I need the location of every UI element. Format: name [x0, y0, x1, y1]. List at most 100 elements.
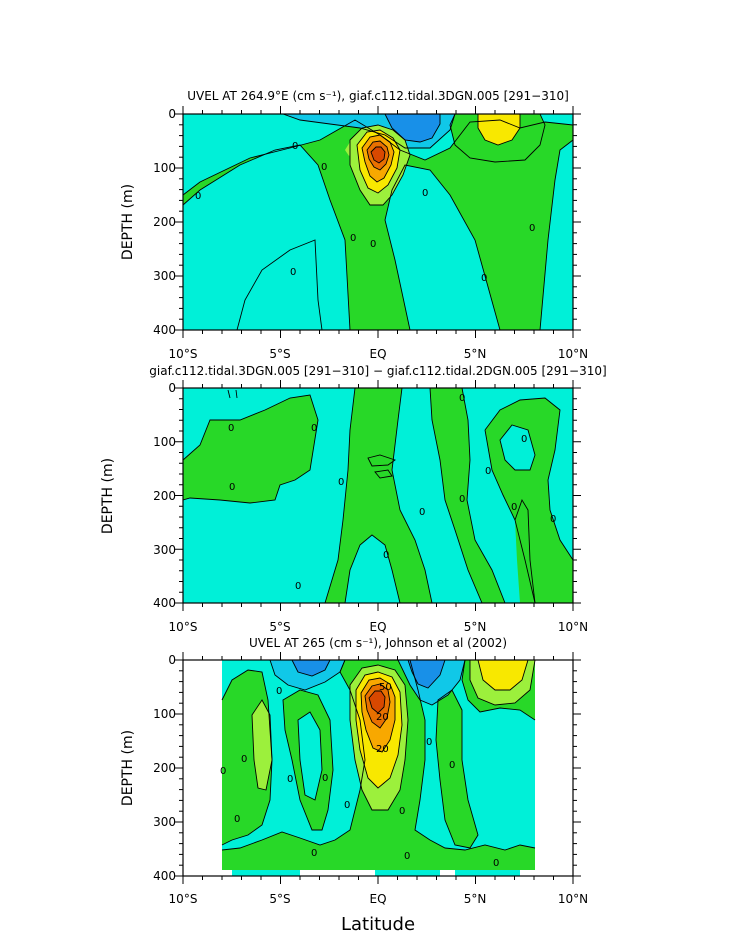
panel-1-fill-lightgreen-nw	[345, 140, 356, 156]
panel-2-contour-field: 0 0 0 0 0 0 0 0 0 0 0 0 0	[183, 388, 573, 603]
panel-2-contour-line	[499, 424, 536, 471]
panel-1-contour-line	[361, 134, 395, 183]
panel-1-title: UVEL AT 264.9°E (cm s⁻¹), giaf.c112.tida…	[187, 89, 569, 103]
panel-1-fill-cyan-top	[183, 114, 573, 195]
panel-3-contour-line	[291, 660, 331, 677]
panel-1-ytick-label: 300	[153, 269, 176, 283]
panel-1-contour-label: 0	[292, 141, 298, 152]
panel-3-contour-label: 0	[322, 773, 328, 784]
panel-3-contour-line	[251, 699, 273, 791]
panel-3-ytick-labels: 0 100 200 300 400	[153, 653, 176, 883]
panel-1-ytick-label: 200	[153, 215, 176, 229]
panel-3-xtick-label: 10°S	[169, 892, 198, 906]
panel-2-ticks	[175, 380, 581, 611]
panel-3-contour-line	[407, 660, 446, 689]
panel-2-contour-line	[429, 388, 483, 603]
panel-3-contour-line	[269, 660, 346, 691]
panel-3-ticks	[175, 652, 581, 884]
panel-2-contour-label: 0	[419, 507, 425, 518]
panel-3-contour-label: 0	[493, 858, 499, 869]
panel-2-ytick-label: 200	[153, 489, 176, 503]
panel-2-contour-line	[227, 389, 231, 399]
panel-1-ticks	[175, 106, 581, 338]
panel-2-contour-label: 0	[295, 581, 301, 592]
panel-3-contour-line	[477, 660, 529, 691]
panel-3-fill-yellow-ne	[478, 660, 528, 690]
panel-3-contour-label: 20	[376, 712, 389, 723]
panel-2-contour-label: 0	[485, 466, 491, 477]
panel-2-fill-green-center	[325, 388, 432, 603]
panel-3-ytick-label: 400	[153, 869, 176, 883]
panel-3-contour-label: 20	[376, 744, 389, 755]
panel-3-contour-line	[364, 683, 391, 729]
panel-2-contour-line	[374, 469, 393, 479]
panel-3-fill-cyan-mid	[298, 712, 322, 800]
panel-3-fill-green-e	[436, 690, 478, 848]
panel-1-contour-label: 0	[481, 273, 487, 284]
panel-1-contour-line	[356, 129, 401, 194]
panel-3-contour-labels: 0 0 0 0 0 0 0 0 0 0 0 0 0 20 20 50	[220, 682, 499, 869]
panel-2-contour-line	[235, 389, 238, 399]
panel-1-xtick-labels: 10°S 5°S EQ 5°N 10°N	[169, 347, 589, 361]
panel-3-contour-line	[360, 677, 396, 753]
panel-1-contour-label: 0	[290, 267, 296, 278]
panel-3-fill-lightgreen-west	[252, 700, 272, 790]
panel-3-contour-lines	[221, 660, 536, 851]
panel-2-xtick-label: 5°N	[464, 620, 487, 634]
panel-3-xtick-label: 5°S	[269, 892, 290, 906]
panel-2-contour-label: 0	[511, 502, 517, 513]
panel-2-contour-line	[514, 498, 536, 603]
panel-2-contour-label: 0	[229, 482, 235, 493]
panel-2-contour-line	[461, 388, 506, 603]
panel-1-contour-line	[349, 124, 411, 206]
panel-2: giaf.c112.tidal.3DGN.005 [291−310] − gia…	[100, 364, 607, 634]
panel-1-contour-line	[539, 139, 573, 330]
panel-1-ytick-label: 0	[168, 107, 176, 121]
panel-2-ylabel: DEPTH (m)	[100, 458, 116, 534]
panel-2-contour-label: 0	[383, 550, 389, 561]
panel-2-contour-labels: 0 0 0 0 0 0 0 0 0 0 0 0 0	[228, 393, 556, 592]
panel-2-xtick-label: 5°S	[269, 620, 290, 634]
panel-3-xtick-label: 10°N	[558, 892, 588, 906]
panel-3-ytick-label: 0	[168, 653, 176, 667]
panel-3-xtick-labels: 10°S 5°S EQ 5°N 10°N	[169, 892, 589, 906]
panel-2-contour-label: 0	[459, 494, 465, 505]
panel-2-ytick-label: 300	[153, 543, 176, 557]
panel-3-xtick-label: 5°N	[464, 892, 487, 906]
panel-1-xtick-label: 10°N	[558, 347, 588, 361]
x-axis-label: Latitude	[341, 914, 415, 935]
panel-1-ytick-label: 100	[153, 161, 176, 175]
panel-1-ylabel: DEPTH (m)	[120, 184, 136, 260]
panel-3-contour-line	[469, 660, 536, 706]
panel-3-contour-line	[282, 689, 334, 831]
panel-3-ylabel: DEPTH (m)	[120, 730, 136, 806]
panel-1: UVEL AT 264.9°E (cm s⁻¹), giaf.c112.tida…	[120, 89, 588, 361]
panel-2-contour-label: 0	[228, 423, 234, 434]
panel-3-contour-label: 0	[241, 754, 247, 765]
panel-2-contour-label: 0	[550, 514, 556, 525]
panel-2-contour-line	[391, 388, 433, 603]
panel-1-ytick-labels: 0 100 200 300 400	[153, 107, 176, 337]
panel-3-contour-line	[397, 660, 466, 706]
panel-2-contour-line	[183, 394, 319, 504]
panel-2-contour-line	[367, 454, 396, 467]
panel-3-contour-line	[461, 660, 536, 721]
panel-1-contour-line	[366, 140, 390, 171]
panel-2-ytick-label: 400	[153, 596, 176, 610]
panel-1-contour-line	[384, 164, 501, 330]
panel-3-contour-label: 0	[426, 737, 432, 748]
panel-1-contour-labels: 0 0 0 0 0 0 0 0 0	[195, 141, 535, 284]
panel-2-ytick-label: 0	[168, 381, 176, 395]
panel-2-contour-line	[324, 388, 356, 603]
panel-1-contour-field: 0 0 0 0 0 0 0 0 0	[183, 114, 573, 330]
panel-3-contour-label: 0	[344, 800, 350, 811]
panel-1-contour-line	[384, 114, 441, 143]
panel-2-contour-label: 0	[459, 393, 465, 404]
panel-3-fill-red-core	[369, 691, 385, 713]
panel-1-contour-line	[236, 239, 323, 330]
panel-1-contour-lines	[183, 114, 573, 330]
panel-3-ytick-label: 200	[153, 761, 176, 775]
panel-2-contour-line	[484, 397, 573, 561]
panel-2-xtick-labels: 10°S 5°S EQ 5°N 10°N	[169, 620, 589, 634]
